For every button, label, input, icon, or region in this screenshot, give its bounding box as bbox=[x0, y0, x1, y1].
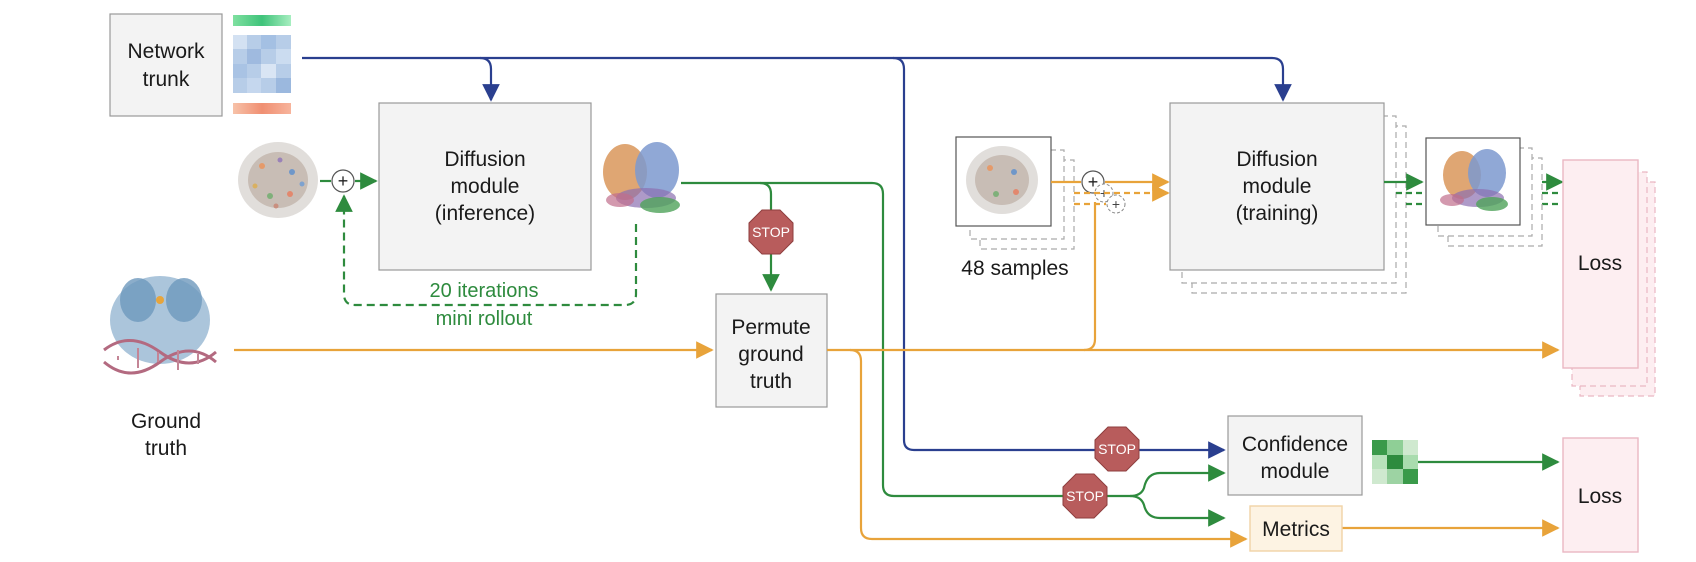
training-output-stack bbox=[1425, 137, 1543, 247]
prediction-green-edges bbox=[681, 181, 1226, 527]
ground-truth-structure-icon bbox=[103, 276, 217, 375]
noise-add-inference-icon: + bbox=[331, 169, 355, 193]
stop-gradient-icon-3: STOP bbox=[1062, 473, 1108, 519]
plus-label-4: + bbox=[1112, 196, 1120, 212]
diffusion-training-label-2: module bbox=[1243, 175, 1312, 198]
representation-bar-red-icon bbox=[233, 103, 291, 114]
permute-ground-truth-node: Permute ground truth bbox=[715, 293, 828, 408]
diffusion-training-label-1: Diffusion bbox=[1236, 148, 1317, 171]
network-trunk-label-1: Network bbox=[127, 40, 205, 63]
confidence-label-2: module bbox=[1261, 460, 1330, 483]
confidence-module-node: Confidence module bbox=[1227, 415, 1363, 496]
metrics-node: Metrics bbox=[1249, 505, 1343, 552]
diffusion-training-label-3: (training) bbox=[1236, 202, 1319, 225]
single-representation-icon bbox=[233, 15, 291, 26]
network-trunk-node: Network trunk bbox=[109, 13, 223, 117]
metrics-label: Metrics bbox=[1262, 518, 1330, 541]
stop-gradient-icon-1: STOP bbox=[748, 209, 794, 255]
diffusion-inference-label-2: module bbox=[451, 175, 520, 198]
predicted-structure-icon bbox=[603, 142, 680, 213]
permute-label-2: ground bbox=[738, 343, 803, 366]
pair-representation-icon bbox=[233, 35, 291, 93]
diffusion-inference-label-3: (inference) bbox=[435, 202, 535, 225]
confidence-label-1: Confidence bbox=[1242, 433, 1348, 456]
diffusion-training-node: Diffusion module (training) bbox=[1169, 102, 1407, 294]
diffusion-inference-node: Diffusion module (inference) bbox=[378, 102, 592, 271]
loss-top-label: Loss bbox=[1578, 252, 1622, 275]
ground-truth-label-1: Ground bbox=[131, 410, 201, 433]
samples-stack bbox=[955, 136, 1075, 250]
rollout-loop-edge bbox=[335, 194, 638, 307]
trunk-conditioning-edges bbox=[302, 56, 1292, 459]
training-input-edges bbox=[1051, 173, 1170, 206]
stop-label-3: STOP bbox=[1066, 488, 1104, 504]
ground-truth-label-2: truth bbox=[145, 437, 187, 460]
ground-truth-orange-edges bbox=[234, 202, 1560, 548]
diffusion-inference-label-1: Diffusion bbox=[444, 148, 525, 171]
stop-label-1: STOP bbox=[752, 224, 790, 240]
permute-label-3: truth bbox=[750, 370, 792, 393]
noise-cloud-icon bbox=[238, 142, 318, 218]
permute-label-1: Permute bbox=[731, 316, 810, 339]
loss-bottom-label: Loss bbox=[1578, 485, 1622, 508]
samples-label: 48 samples bbox=[961, 257, 1068, 280]
stop-label-2: STOP bbox=[1098, 441, 1136, 457]
network-trunk-label-2: trunk bbox=[143, 68, 190, 91]
plus-label-1: + bbox=[338, 171, 349, 191]
plus-label-2: + bbox=[1088, 172, 1099, 192]
rollout-label-1: 20 iterations bbox=[430, 280, 539, 302]
loss-top-node: Loss bbox=[1562, 159, 1656, 397]
rollout-label-2: mini rollout bbox=[436, 308, 533, 330]
stop-gradient-icon-2: STOP bbox=[1094, 426, 1140, 472]
confidence-matrix-icon bbox=[1372, 440, 1418, 484]
loss-bottom-node: Loss bbox=[1562, 437, 1639, 553]
